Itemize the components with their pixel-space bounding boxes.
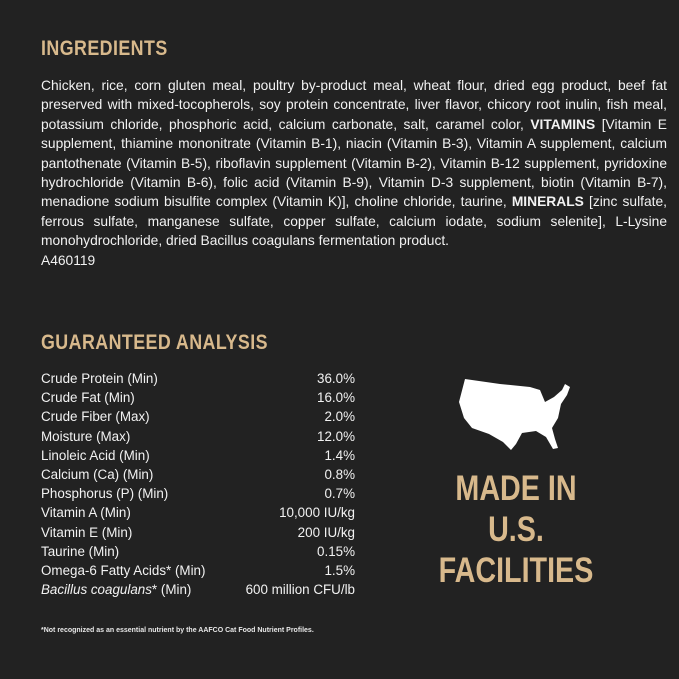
ingredients-part-3: [zinc sulfate, ferrous sulfate, manganes… <box>41 194 667 249</box>
nutrient-label: Crude Fiber (Max) <box>41 409 150 425</box>
badge-line: FACILITIES <box>438 551 594 590</box>
nutrient-value: 12.0% <box>317 428 355 444</box>
ingredients-code: A460119 <box>41 252 96 268</box>
nutrient-label-italic: Bacillus coagulans <box>41 582 152 598</box>
analysis-table: Crude Protein (Min) 36.0% Crude Fat (Min) 1… <box>41 369 355 599</box>
nutrient-value: 1.4% <box>324 447 355 463</box>
footnote: *Not recognized as an essential nutrient… <box>41 627 314 634</box>
usa-map-icon <box>459 379 570 450</box>
nutrient-label: Taurine (Min) <box>41 543 120 559</box>
analysis-row: Linoleic Acid (Min) 1.4% <box>41 446 355 465</box>
analysis-row: Crude Protein (Min) 36.0% <box>41 369 355 388</box>
nutrient-label: Calcium (Ca) (Min) <box>41 466 154 482</box>
analysis-row: Omega-6 Fatty Acids* (Min) 1.5% <box>41 561 355 580</box>
analysis-row: Vitamin E (Min) 200 IU/kg <box>41 523 355 542</box>
nutrient-value: 36.0% <box>317 371 355 386</box>
ingredients-part-2: [Vitamin E supplement, thiamine mononitr… <box>41 116 667 210</box>
nutrient-label: Linoleic Acid (Min) <box>41 447 150 463</box>
nutrient-label: Vitamin E (Min) <box>41 524 133 540</box>
minerals-label: MINERALS <box>511 194 584 210</box>
nutrient-value: 16.0% <box>317 390 355 406</box>
nutrient-value: 2.0% <box>324 409 355 425</box>
nutrient-value: 600 million CFU/lb <box>245 582 355 598</box>
badge-line: MADE IN <box>455 469 577 508</box>
vitamins-label: VITAMINS <box>530 116 596 132</box>
nutrient-value: 0.15% <box>317 543 355 559</box>
nutrient-value: 10,000 IU/kg <box>279 505 355 521</box>
nutrient-label: Crude Protein (Min) <box>41 371 158 386</box>
badge-line: U.S. <box>488 510 544 549</box>
analysis-row: Phosphorus (P) (Min) 0.7% <box>41 484 355 503</box>
guaranteed-analysis-heading: GUARANTEED ANALYSIS <box>41 331 268 354</box>
analysis-row: Taurine (Min) 0.15% <box>41 542 355 561</box>
nutrient-label-rest: * (Min) <box>151 582 192 598</box>
nutrient-value: 1.5% <box>324 562 355 578</box>
ingredients-part-1: Chicken, rice, corn gluten meal, poultry… <box>41 78 667 132</box>
analysis-row: Crude Fiber (Max) 2.0% <box>41 407 355 426</box>
nutrient-label: Moisture (Max) <box>41 428 131 444</box>
nutrient-value: 0.8% <box>324 466 355 482</box>
nutrient-value: 0.7% <box>324 486 355 502</box>
ingredients-text: Chicken, rice, corn gluten meal, poultry… <box>41 76 667 270</box>
nutrient-label: Crude Fat (Min) <box>41 390 135 406</box>
analysis-row: Moisture (Max) 12.0% <box>41 427 355 446</box>
ingredients-heading: INGREDIENTS <box>41 37 168 60</box>
analysis-row: Crude Fat (Min) 16.0% <box>41 388 355 407</box>
analysis-row: Vitamin A (Min) 10,000 IU/kg <box>41 503 355 522</box>
analysis-row: Calcium (Ca) (Min) 0.8% <box>41 465 355 484</box>
nutrient-label: Phosphorus (P) (Min) <box>41 486 169 502</box>
made-in-usa-badge: MADE IN U.S. FACILITIES <box>434 468 598 591</box>
nutrient-label: Omega-6 Fatty Acids* (Min) <box>41 562 206 578</box>
nutrient-label: Bacillus coagulans* (Min) <box>41 580 191 599</box>
nutrient-label: Vitamin A (Min) <box>41 505 131 521</box>
nutrient-value: 200 IU/kg <box>297 524 355 540</box>
analysis-row: Bacillus coagulans* (Min) 600 million CFU… <box>41 580 355 599</box>
